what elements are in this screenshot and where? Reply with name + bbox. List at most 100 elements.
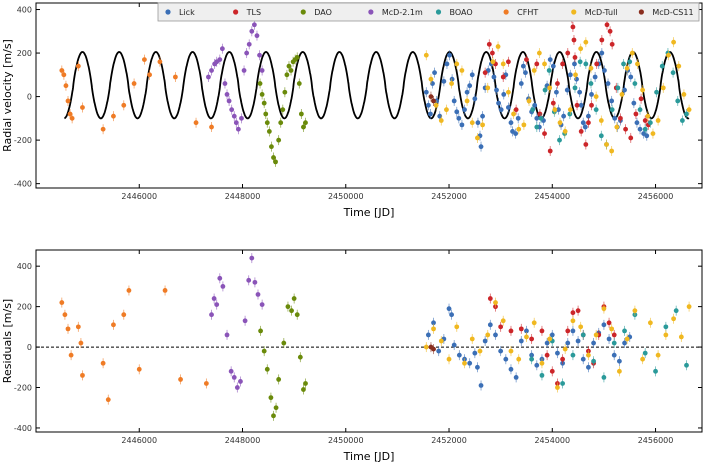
data-point: [296, 81, 302, 86]
data-point: [67, 111, 73, 117]
data-point: [231, 375, 237, 380]
data-point: [675, 98, 681, 104]
legend-item: McD-Tull: [571, 8, 618, 17]
data-point: [503, 356, 509, 362]
data-point: [203, 381, 209, 386]
data-point: [438, 118, 444, 123]
data-point: [628, 74, 634, 80]
data-point: [209, 124, 214, 130]
data-point: [546, 68, 552, 73]
data-point: [611, 332, 617, 338]
data-point: [261, 348, 267, 354]
x-tick-label: 2446000: [121, 192, 157, 201]
data-point: [644, 133, 650, 139]
data-point: [454, 324, 460, 330]
data-point: [234, 385, 240, 390]
data-point: [571, 37, 577, 43]
data-point: [485, 332, 491, 338]
data-point: [423, 344, 429, 350]
data-point: [549, 332, 555, 338]
data-point: [676, 63, 682, 69]
legend-label: DAO: [314, 8, 332, 17]
data-point: [565, 50, 571, 56]
data-point: [623, 126, 628, 132]
data-point: [534, 115, 540, 121]
data-point: [495, 44, 501, 49]
y-axis-label: Radial velocity [m/s]: [1, 39, 14, 152]
data-point: [105, 397, 111, 403]
data-point: [580, 356, 586, 362]
y-tick-label: 400: [17, 262, 32, 271]
data-point: [238, 379, 243, 384]
data-point: [111, 322, 116, 328]
data-point: [303, 381, 308, 386]
y-tick-label: -400: [14, 424, 32, 433]
series-mcd-2-1m: [206, 19, 265, 135]
y-tick-label: 200: [17, 49, 32, 58]
data-point: [285, 304, 291, 310]
data-point: [567, 72, 573, 78]
data-point: [574, 102, 580, 108]
data-point: [273, 405, 279, 411]
data-point: [467, 360, 473, 366]
data-point: [529, 356, 535, 362]
data-point: [589, 92, 594, 97]
data-point: [246, 277, 252, 283]
data-point: [624, 336, 630, 342]
data-point: [489, 50, 495, 56]
data-point: [501, 92, 507, 97]
data-point: [284, 72, 290, 78]
data-point: [663, 324, 669, 330]
x-tick-label: 2446000: [121, 436, 157, 445]
data-point: [572, 85, 578, 91]
data-point: [622, 340, 627, 346]
data-point: [604, 22, 610, 28]
data-point: [524, 328, 529, 334]
data-point: [65, 326, 71, 332]
legend-label: CFHT: [517, 8, 538, 17]
data-point: [220, 284, 226, 289]
data-point: [206, 74, 211, 80]
data-point: [556, 107, 561, 113]
data-point: [629, 50, 635, 56]
data-point: [586, 113, 591, 119]
data-point: [605, 81, 611, 86]
data-point: [111, 113, 116, 119]
data-point: [459, 68, 465, 73]
plot-frame: [35, 249, 703, 433]
data-point: [276, 377, 282, 382]
data-point: [214, 302, 220, 307]
data-point: [550, 100, 556, 106]
y-tick-label: 200: [17, 303, 32, 312]
data-point: [555, 81, 560, 86]
data-point: [459, 122, 465, 128]
data-point: [255, 292, 261, 297]
data-point: [121, 102, 127, 108]
data-point: [520, 63, 526, 69]
data-point: [684, 111, 689, 117]
data-point: [239, 115, 244, 121]
data-point: [609, 326, 615, 332]
y-tick-label: 400: [17, 6, 32, 15]
x-tick-label: 2452000: [431, 436, 467, 445]
data-point: [580, 332, 586, 338]
data-point: [550, 63, 556, 69]
data-point: [578, 102, 584, 108]
legend-marker: [571, 9, 577, 15]
data-point: [633, 111, 639, 117]
data-point: [480, 122, 485, 128]
data-point: [268, 395, 274, 401]
data-point: [547, 57, 553, 62]
series-tls: [482, 13, 651, 156]
legend-label: Lick: [179, 8, 195, 17]
data-point: [534, 61, 540, 67]
data-point: [679, 118, 685, 123]
data-point: [271, 413, 276, 419]
data-point: [580, 120, 586, 126]
data-point: [235, 126, 241, 132]
data-point: [575, 308, 581, 314]
data-point: [157, 59, 163, 65]
data-point: [493, 332, 498, 338]
data-point: [498, 324, 504, 330]
data-point: [628, 135, 634, 141]
